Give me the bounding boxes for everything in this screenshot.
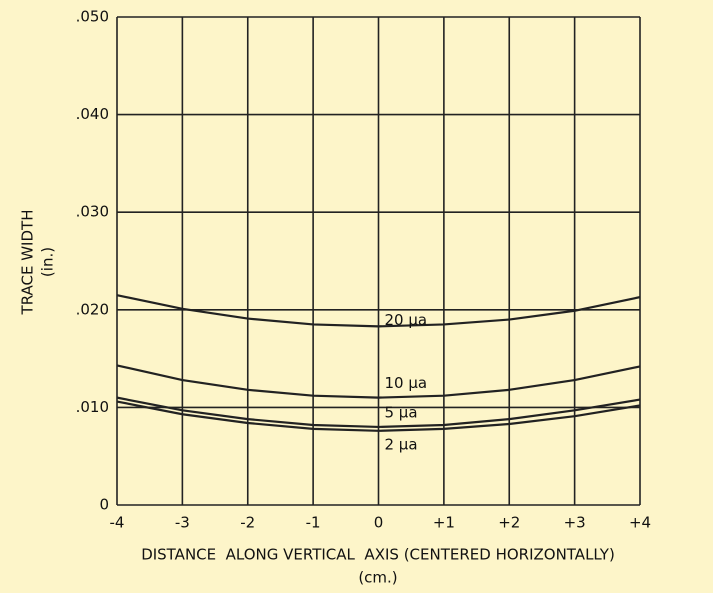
x-tick-label: +1 [433,514,455,532]
x-tick-label: 0 [374,514,384,532]
y-tick-label: .040 [76,105,109,123]
series-label: 10 µa [385,374,428,392]
x-tick-label: -1 [306,514,321,532]
x-tick-label: +4 [629,514,651,532]
y-axis-title: TRACE WIDTH [19,210,37,316]
y-tick-label: .020 [76,300,109,318]
x-tick-label: -2 [240,514,255,532]
x-axis-title: DISTANCE ALONG VERTICAL AXIS (CENTERED H… [141,546,615,564]
x-tick-label: +3 [564,514,586,532]
y-axis-unit: (in.) [39,247,57,277]
y-tick-label: 0 [99,496,109,514]
y-tick-label: .010 [76,398,109,416]
series-label: 20 µa [385,311,428,329]
x-axis-unit: (cm.) [358,569,397,587]
line-series [116,396,641,429]
x-tick-label: +2 [498,514,520,532]
line-series [116,400,641,432]
line-series [116,364,641,399]
x-tick-label: -3 [175,514,190,532]
y-tick-label: .030 [76,203,109,221]
series-label: 5 µa [385,403,418,421]
line-series [116,294,641,328]
x-tick-label: -4 [110,514,125,532]
y-tick-label: .050 [76,8,109,26]
series-label: 2 µa [385,435,418,453]
